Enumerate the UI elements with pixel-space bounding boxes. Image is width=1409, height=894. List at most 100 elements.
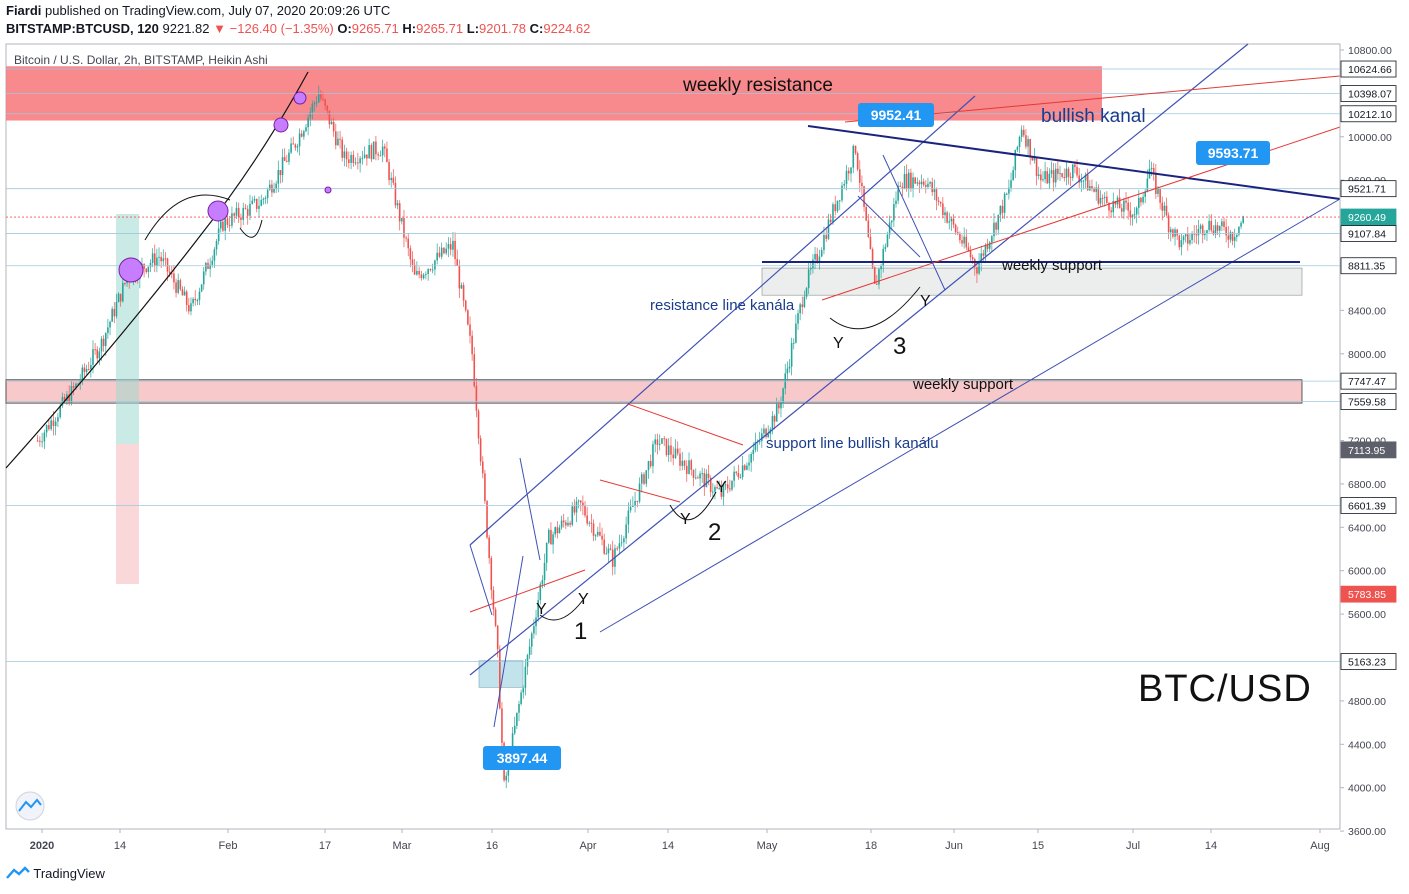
candle-body (834, 204, 837, 212)
price-label: 5163.23 (1348, 656, 1386, 668)
candle-body (1110, 210, 1112, 213)
candle-body (505, 775, 508, 781)
candle-body (70, 386, 73, 404)
candle-body (275, 183, 277, 189)
candle-body (739, 477, 742, 479)
price-label-box (1340, 393, 1397, 410)
candle-body (77, 383, 79, 385)
candle-body (1031, 157, 1034, 161)
candle-body (357, 162, 359, 164)
candle-body (354, 162, 357, 164)
candle-body (156, 257, 158, 266)
y-tick-label: 3600.00 (1348, 826, 1386, 838)
candle-body (235, 207, 238, 216)
candle-body (1138, 197, 1140, 208)
candle-body (1178, 235, 1181, 248)
candle-body (1103, 196, 1106, 199)
candle-body (825, 235, 828, 239)
y-mark: Y (716, 479, 727, 496)
candle-body (202, 271, 205, 285)
candle-body (933, 189, 936, 193)
candle-body (496, 625, 499, 650)
callout-mid: 9593.71 (1208, 145, 1259, 161)
candle-body (211, 260, 214, 265)
candle-body (268, 184, 271, 190)
candle-body (166, 258, 169, 272)
candle-body (592, 523, 595, 536)
candle-body (907, 172, 910, 189)
x-tick-label: 18 (865, 840, 877, 852)
candle-body (1163, 205, 1166, 211)
candle-body (222, 221, 224, 231)
candle-body (160, 256, 162, 262)
candle-body (761, 433, 763, 442)
candle-body (1052, 170, 1055, 183)
candle-body (971, 257, 974, 260)
candle-body (475, 386, 478, 411)
footer-brand: TradingView (6, 866, 105, 881)
candle-body (937, 200, 940, 203)
price-label: 5783.85 (1348, 589, 1386, 601)
candle-body (477, 410, 480, 439)
candle-body (554, 527, 556, 535)
candle-body (1101, 197, 1104, 199)
candle-body (550, 529, 552, 545)
candle-body (43, 432, 46, 442)
candle-body (177, 280, 179, 293)
candle-body (224, 218, 226, 231)
candle-body (394, 182, 397, 206)
candle-body (1223, 221, 1225, 227)
purple-marker (118, 257, 144, 283)
candle-body (1040, 174, 1042, 181)
candle-body (343, 151, 346, 158)
candle-body (492, 590, 495, 610)
price-label: 6601.39 (1348, 500, 1386, 512)
candle-body (1012, 170, 1014, 181)
candle-body (858, 169, 861, 183)
candle-body (303, 131, 305, 137)
price-label: 10624.66 (1348, 64, 1392, 76)
candle-body (1097, 187, 1100, 204)
x-tick-label: 14 (114, 840, 126, 852)
candle-body (215, 241, 218, 250)
candle-body (1180, 240, 1183, 248)
candle-body (988, 242, 991, 249)
candle-body (878, 269, 880, 285)
y-tick-label: 6400.00 (1348, 522, 1386, 534)
candle-body (750, 454, 752, 463)
x-tick-label: 2020 (30, 840, 54, 852)
candle-body (1142, 196, 1144, 203)
candle-body (1240, 222, 1242, 227)
candle-body (1035, 157, 1038, 177)
candle-body (168, 271, 171, 274)
candle-body (1086, 174, 1089, 191)
candle-body (876, 283, 878, 285)
candle-body (162, 258, 165, 262)
candle-body (976, 267, 978, 274)
candle-body (1225, 226, 1227, 236)
price-label-box (1340, 208, 1397, 226)
candle-body (912, 177, 914, 189)
candle-body (799, 304, 801, 314)
candle-body (773, 416, 776, 422)
y-mark: Y (680, 511, 691, 528)
red-line-3 (627, 403, 744, 446)
candle-body (317, 94, 320, 103)
candle-body (283, 157, 286, 161)
candle-body (810, 268, 812, 270)
candle-body (1227, 235, 1230, 240)
candle-body (1003, 193, 1006, 213)
candle-body (258, 205, 260, 209)
candle-body (999, 205, 1002, 215)
watermark-label: BTC/USD (1138, 668, 1312, 710)
candle-body (350, 155, 352, 163)
candle-body (413, 264, 416, 275)
candle-body (1018, 136, 1021, 148)
candle-body (183, 291, 186, 296)
candle-body (1159, 188, 1161, 203)
candle-body (620, 542, 623, 544)
candle-body (90, 364, 92, 370)
candle-body (36, 440, 39, 442)
candle-body (1106, 196, 1108, 203)
